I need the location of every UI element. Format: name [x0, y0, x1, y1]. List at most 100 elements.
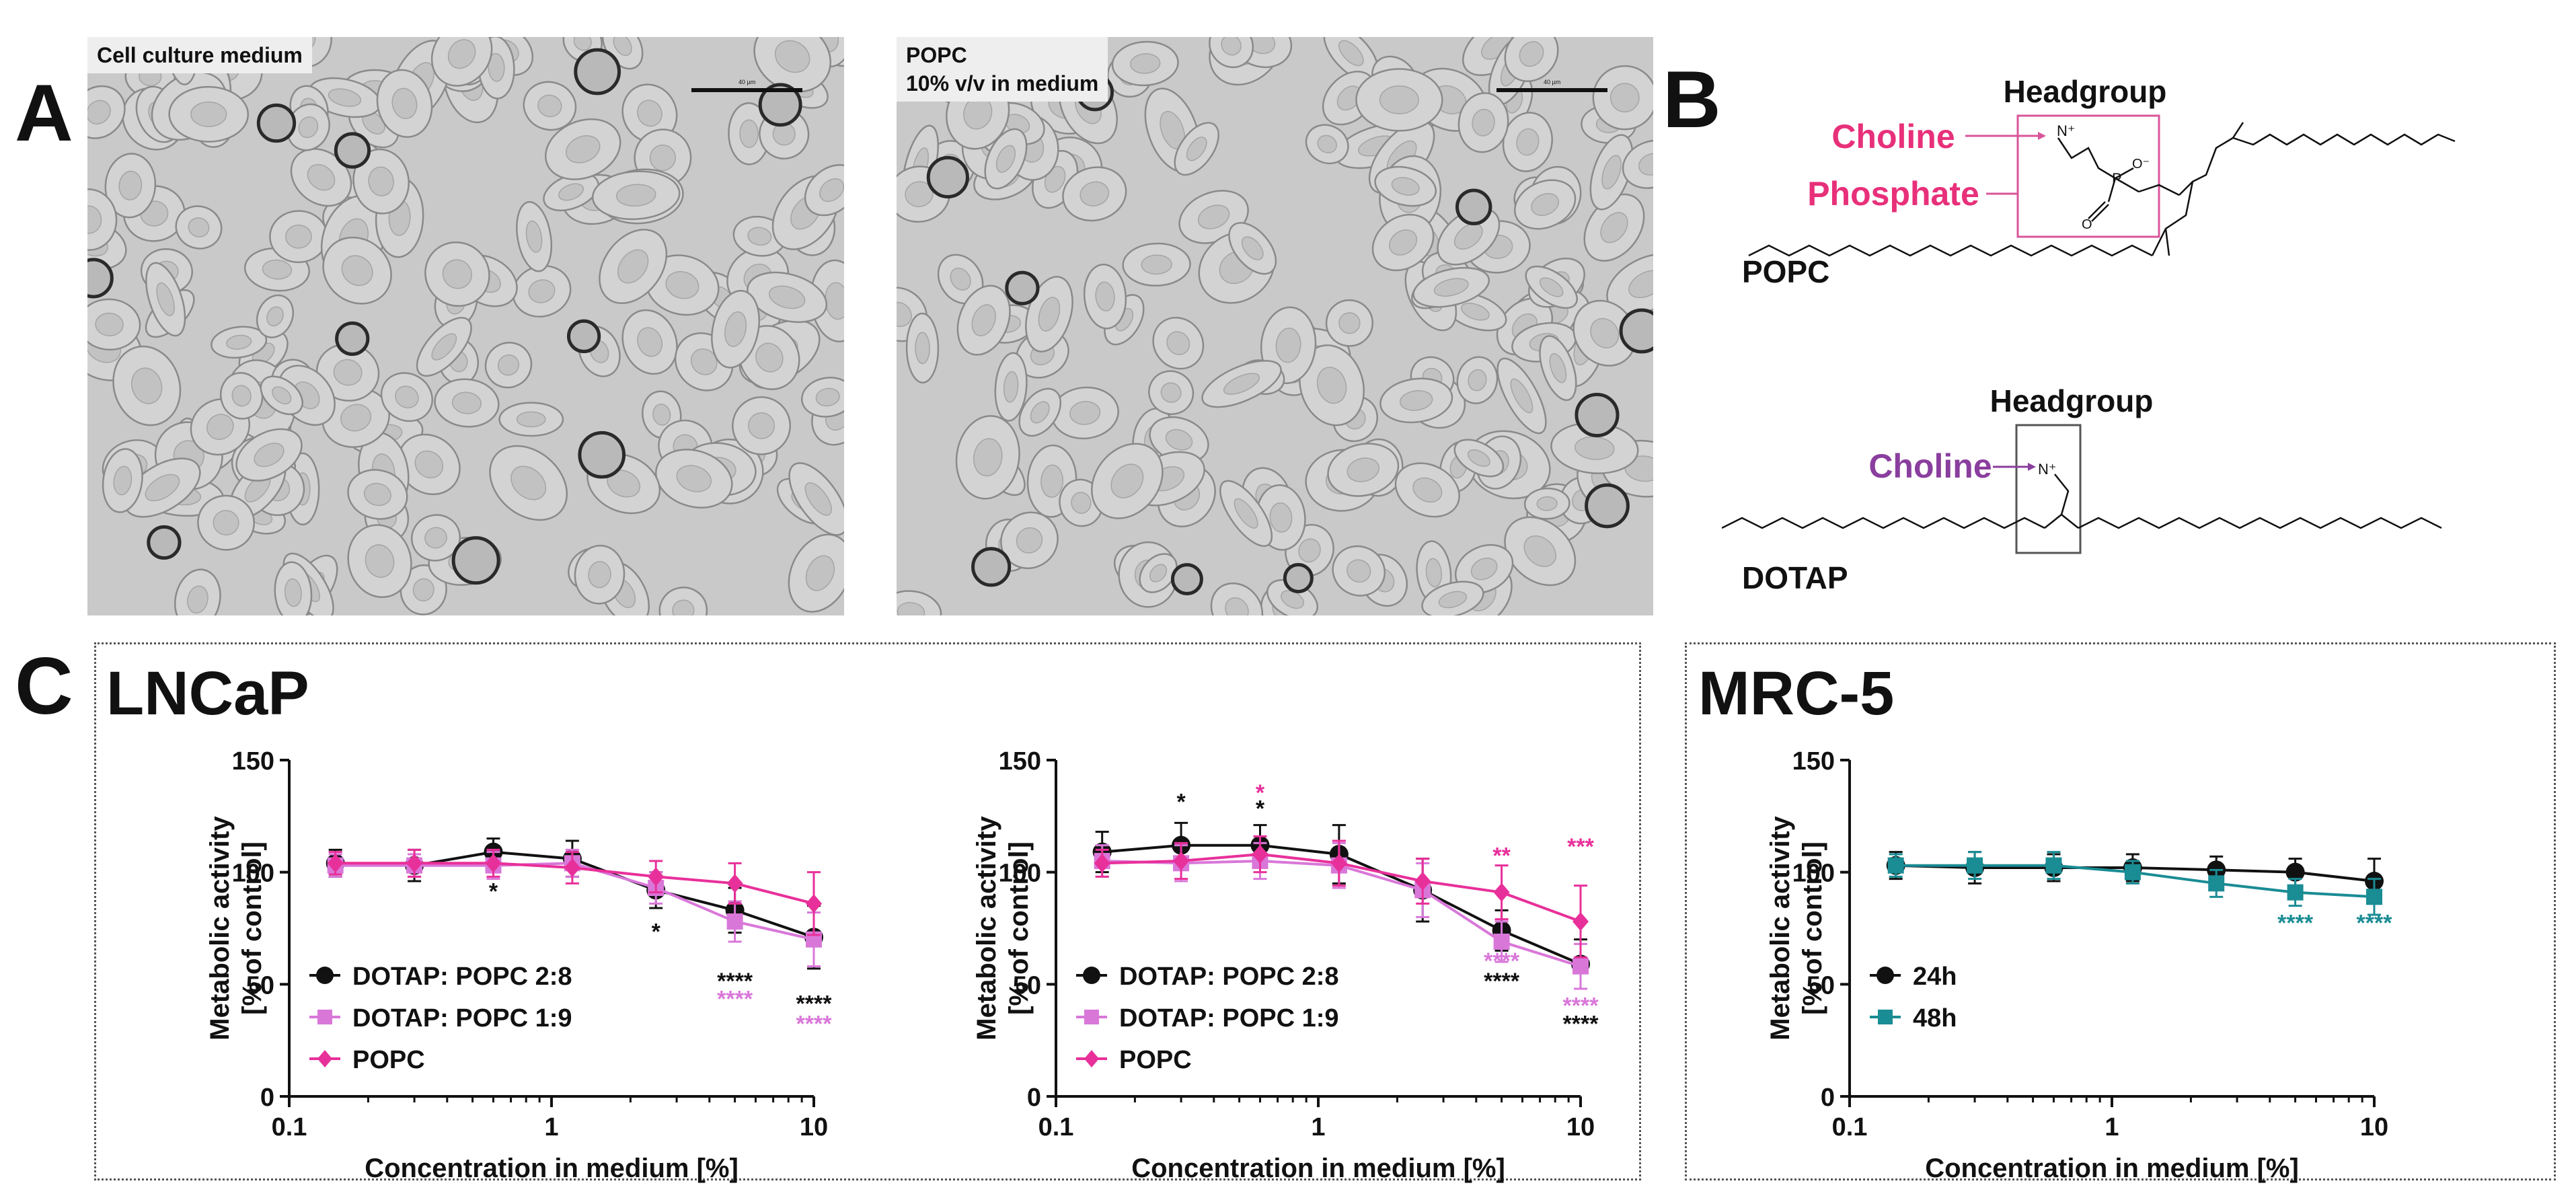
x-axis-label: Concentration in medium [%] — [1925, 1154, 2299, 1183]
cell — [1437, 207, 1501, 266]
data-point — [2124, 864, 2141, 880]
y-tick-label: 150 — [1792, 747, 1835, 776]
rounded-cell — [971, 547, 1012, 587]
cell — [1525, 265, 1578, 309]
data-point — [1094, 854, 1110, 873]
significance-mark: **** — [1484, 948, 1520, 974]
significance-mark: **** — [1563, 1011, 1599, 1037]
cell — [1327, 443, 1400, 497]
y-tick-label: 0 — [260, 1084, 274, 1112]
rounded-cell — [578, 430, 626, 479]
data-point — [1967, 857, 1983, 874]
series-1 — [1887, 851, 2382, 916]
legend-label: POPC — [1119, 1046, 1192, 1074]
cell — [1622, 139, 1653, 189]
data-point — [1573, 912, 1589, 931]
y-tick-label: 50 — [1013, 971, 1041, 1000]
caption-popc: POPC 10% v/v in medium — [897, 37, 1108, 102]
rounded-cell — [758, 83, 802, 127]
scale-label: 40 µm — [738, 79, 756, 85]
lncap-frame — [94, 642, 1641, 1180]
x-tick-label: 0.1 — [272, 1113, 307, 1141]
cell — [591, 170, 681, 221]
popc-headgroup-label: Headgroup — [2004, 74, 2167, 109]
dotap-choline-label: Choline — [1868, 447, 1992, 485]
micrograph-popc: POPC 10% v/v in medium 40 µm — [897, 37, 1653, 615]
cell — [544, 118, 621, 180]
data-point — [1330, 854, 1347, 873]
legend-marker — [317, 1010, 332, 1024]
x-tick-label: 1 — [544, 1113, 558, 1141]
cell — [290, 148, 352, 207]
cell — [1374, 165, 1437, 207]
cell — [1504, 516, 1577, 587]
popc-headgroup-box — [2016, 114, 2160, 238]
cell — [711, 289, 760, 369]
nitrogen-atom: N⁺ — [2038, 461, 2057, 478]
cell — [498, 402, 564, 437]
cell — [484, 342, 533, 389]
cell — [1332, 545, 1386, 597]
dotap-headgroup-label: Headgroup — [1990, 383, 2154, 418]
y-tick-label: 50 — [1807, 971, 1835, 1000]
cell — [416, 317, 472, 377]
cell — [347, 524, 412, 599]
cell — [1504, 37, 1559, 83]
cell — [599, 229, 668, 304]
caption-control: Cell culture medium — [87, 37, 312, 73]
x-tick-label: 1 — [2105, 1113, 2119, 1141]
cell — [168, 85, 250, 143]
cell — [235, 428, 303, 482]
y-tick-label: 100 — [1792, 860, 1835, 888]
cell — [260, 375, 303, 416]
cell — [1210, 582, 1264, 615]
oxygen-atom: O — [2082, 217, 2092, 232]
cell — [269, 210, 328, 264]
y-tick-label: 100 — [232, 860, 274, 888]
data-point — [1173, 852, 1190, 870]
dotap-structure: Headgroup Choline N⁺ DOTAP — [1722, 383, 2442, 595]
cell — [658, 587, 708, 615]
significance-mark: **** — [717, 987, 753, 1012]
significance-mark: **** — [1484, 969, 1520, 994]
panel-b-label: B — [1663, 54, 1721, 145]
rounded-cell — [335, 321, 370, 356]
significance-mark: * — [1256, 796, 1265, 821]
data-point — [2287, 884, 2304, 901]
cell — [732, 396, 792, 455]
cell — [788, 533, 844, 613]
series-2 — [327, 848, 822, 936]
cell — [956, 285, 1011, 356]
micrograph-control: Cell culture medium 40 µm — [87, 37, 844, 615]
legend-marker — [317, 1050, 332, 1067]
rounded-cell — [451, 536, 500, 585]
x-tick-label: 10 — [2360, 1113, 2388, 1141]
data-point — [2045, 857, 2062, 874]
cell — [1371, 213, 1435, 272]
dotap-name: DOTAP — [1742, 560, 1848, 595]
legend-label: DOTAP: POPC 1:9 — [352, 1004, 572, 1032]
cell — [897, 590, 942, 615]
data-point — [648, 867, 665, 887]
data-point — [1573, 958, 1589, 975]
cell — [955, 415, 1020, 500]
cell — [1201, 360, 1282, 408]
cell — [1453, 439, 1505, 478]
scale-label: 40 µm — [1544, 79, 1561, 85]
phosphorus-atom: P — [2112, 170, 2122, 187]
cell — [87, 188, 118, 252]
legend-label: DOTAP: POPC 2:8 — [1119, 963, 1339, 991]
cell — [1355, 68, 1443, 132]
cell — [747, 271, 828, 323]
rounded-cell — [574, 48, 621, 96]
cell — [1539, 335, 1577, 402]
rounded-cell — [566, 319, 601, 354]
cell — [352, 148, 410, 215]
data-point — [1493, 882, 1510, 902]
cell-texture — [87, 37, 844, 615]
data-point — [485, 854, 502, 873]
y-axis-label: Metabolic activity — [205, 816, 235, 1041]
cell — [1379, 377, 1453, 424]
significance-mark: **** — [717, 969, 753, 994]
data-point — [806, 894, 822, 913]
